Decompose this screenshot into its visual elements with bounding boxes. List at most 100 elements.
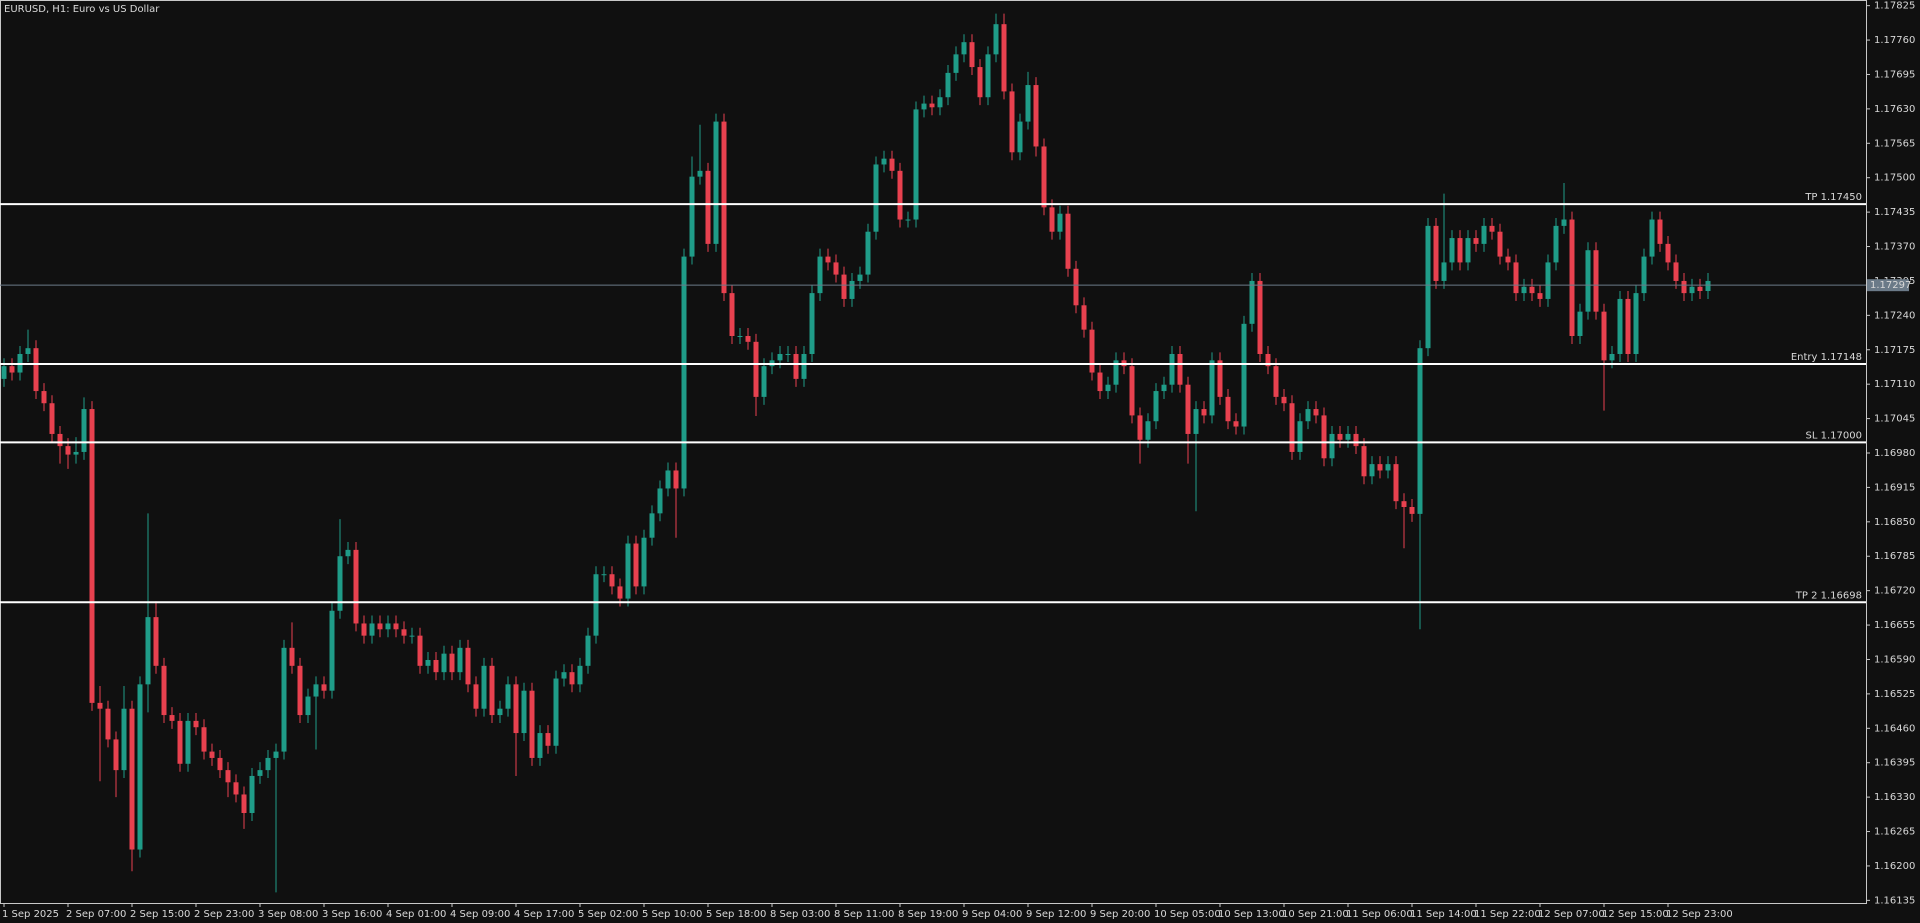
candle-body [881,158,887,165]
y-tick-label: 1.16135 [1874,895,1915,906]
candle-body [793,354,799,379]
candle-body [1361,446,1367,477]
candle-body [1297,421,1303,452]
candle-body [585,635,591,666]
candle-body [1193,409,1199,434]
candle-body [321,684,327,691]
candle-body [1489,225,1495,232]
y-tick-label: 1.16330 [1874,792,1915,803]
candle-body [169,715,175,721]
candle-body [1065,213,1071,269]
candle-body [113,739,119,771]
y-tick-label: 1.16980 [1874,448,1915,459]
candle-body [1153,391,1159,422]
x-tick-label: 8 Sep 03:00 [770,909,830,920]
candle-body [1649,219,1655,257]
candle-body [1401,501,1407,507]
candle-body [329,610,335,691]
candle-body [89,409,95,703]
candle-body [1393,464,1399,502]
candle-body [1601,311,1607,361]
candle-body [665,470,671,489]
candle-body [857,274,863,281]
candle-body [673,470,679,489]
candle-body [1705,280,1711,291]
candle-body [737,336,743,337]
candle-body [1545,262,1551,299]
candle-body [961,42,967,55]
candle-body [553,678,559,746]
candle-body [393,623,399,630]
candle-body [449,653,455,673]
candle-body [265,757,271,771]
candle-body [209,751,215,758]
candle-body [1001,24,1007,92]
candle-body [817,256,823,294]
y-tick-label: 1.17630 [1874,104,1915,115]
candle-body [1209,360,1215,416]
x-tick-label: 9 Sep 12:00 [1026,909,1086,920]
candle-body [1689,286,1695,294]
candle-body [825,256,831,263]
candle-body [409,635,415,637]
candle-body [1321,415,1327,459]
candle-body [609,574,615,587]
candle-body [1561,219,1567,226]
x-tick-label: 2 Sep 15:00 [130,909,190,920]
candle-body [1537,293,1543,299]
candle-body [1617,298,1623,354]
candle-body [297,665,303,716]
candle-body [721,121,727,294]
candle-body [1369,464,1375,477]
candle-body [1697,286,1703,291]
x-tick-label: 3 Sep 16:00 [322,909,382,920]
candle-body [801,354,807,379]
candle-body [705,170,711,244]
candle-body [257,770,263,776]
candle-body [1097,372,1103,392]
candle-body [745,336,751,342]
candle-body [617,586,623,599]
x-tick-label: 12 Sep 23:00 [1666,909,1733,920]
candle-body [833,262,839,275]
candle-body [905,219,911,221]
candle-body [1081,305,1087,330]
candle-body [65,446,71,455]
candle-body [9,366,15,373]
candle-body [1377,464,1383,471]
candle-body [1025,85,1031,122]
x-tick-label: 2 Sep 07:00 [66,909,126,920]
candle-body [1313,409,1319,416]
candle-body [1505,256,1511,263]
candle-body [1593,250,1599,312]
candle-body [1657,219,1663,244]
candle-body [153,617,159,666]
candle-body [105,708,111,740]
candle-body [1457,238,1463,263]
candle-body [1185,384,1191,434]
candle-body [1105,384,1111,392]
x-tick-label: 11 Sep 22:00 [1474,909,1541,920]
candle-body [497,708,503,716]
candle-body [1241,323,1247,427]
x-tick-label: 2 Sep 23:00 [194,909,254,920]
candle-body [545,733,551,746]
candle-body [529,690,535,758]
candle-body [1625,298,1631,354]
candle-body [1521,286,1527,294]
level-label: TP 1.17450 [1804,192,1862,203]
candle-body [225,770,231,783]
candle-body [353,549,359,624]
candle-body [537,733,543,758]
candle-body [1481,225,1487,244]
y-tick-label: 1.16785 [1874,551,1915,562]
candle-body [185,720,191,764]
candle-body [993,24,999,55]
x-tick-label: 8 Sep 19:00 [898,909,958,920]
candle-body [25,348,31,354]
candle-body [1177,354,1183,385]
candle-body [57,433,63,447]
candle-body [1673,262,1679,281]
x-tick-label: 5 Sep 10:00 [642,909,702,920]
